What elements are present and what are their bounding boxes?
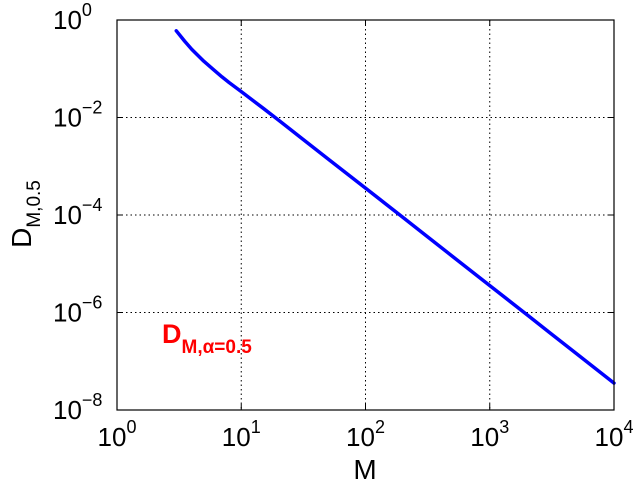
y-tick-label: 10−2 <box>53 98 102 133</box>
x-tick-labels: 100 101 102 103 104 <box>98 417 634 452</box>
series-layer <box>174 29 616 385</box>
x-axis-label: M <box>353 454 376 485</box>
y-axis-label: DM,0.5 <box>6 180 45 248</box>
x-tick-label: 104 <box>595 417 634 452</box>
y-tick-label: 10−4 <box>53 195 102 230</box>
series-line <box>174 29 616 385</box>
x-tick-label: 100 <box>98 417 137 452</box>
y-tick-label: 10−6 <box>53 293 102 328</box>
ticks <box>116 19 615 411</box>
x-tick-label: 101 <box>222 417 261 452</box>
y-axis-label-sub: M,0.5 <box>24 180 45 228</box>
y-tick-label: 10−8 <box>53 390 102 425</box>
svg-text:DM,0.5: DM,0.5 <box>6 180 45 248</box>
x-tick-label: 102 <box>346 417 385 452</box>
annotation-sub: M,α=0.5 <box>182 337 253 358</box>
grid <box>117 20 614 410</box>
y-axis-label-base: D <box>6 228 37 248</box>
annotation-base: D <box>162 319 182 349</box>
y-tick-labels: 100 10−2 10−4 10−6 10−8 <box>53 0 102 425</box>
annotation-label: DM,α=0.5 <box>162 319 252 358</box>
y-tick-label: 100 <box>53 0 92 35</box>
x-tick-label: 103 <box>470 417 509 452</box>
